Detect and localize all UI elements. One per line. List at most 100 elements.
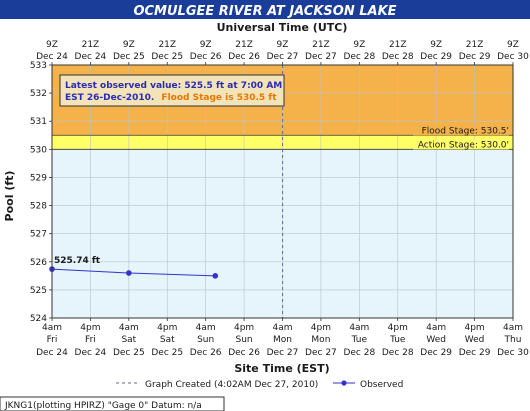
top-tick-time-9: 21Z (389, 40, 407, 50)
stage-label-0: Flood Stage: 530.5' (422, 126, 509, 136)
y-tick-label-2: 526 (30, 258, 47, 268)
bottom-tick-day-7: Mon (311, 335, 330, 345)
bottom-tick-time-1: 4pm (80, 323, 100, 333)
top-tick-time-12: 9Z (507, 40, 519, 50)
legend: Graph Created (4:02AM Dec 27, 2010) Obse… (116, 380, 403, 390)
bottom-tick-day-9: Tue (389, 335, 406, 345)
top-tick-date-12: Dec 30 (497, 52, 529, 62)
top-tick-time-3: 21Z (158, 40, 176, 50)
y-axis-label: Pool (ft) (3, 171, 16, 222)
bottom-tick-date-0: Dec 24 (36, 348, 68, 358)
top-tick-date-3: Dec 25 (151, 52, 183, 62)
bottom-tick-date-11: Dec 29 (459, 348, 491, 358)
bottom-tick-time-8: 4am (349, 323, 369, 333)
x-axis-label: Site Time (EST) (234, 362, 329, 375)
bottom-tick-day-2: Sat (121, 335, 136, 345)
bottom-tick-date-1: Dec 24 (75, 348, 107, 358)
bottom-tick-time-10: 4am (426, 323, 446, 333)
bottom-tick-time-6: 4am (272, 323, 292, 333)
top-tick-date-5: Dec 26 (228, 52, 260, 62)
bottom-tick-date-2: Dec 25 (113, 348, 145, 358)
top-tick-time-0: 9Z (46, 40, 58, 50)
top-tick-date-0: Dec 24 (36, 52, 68, 62)
y-tick-label-3: 527 (30, 230, 47, 240)
top-tick-time-5: 21Z (235, 40, 253, 50)
bottom-tick-date-7: Dec 27 (305, 348, 337, 358)
bottom-tick-day-4: Sun (197, 335, 214, 345)
bottom-tick-day-3: Sat (160, 335, 175, 345)
info-box-line2: EST 26-Dec-2010. Flood Stage is 530.5 ft (65, 93, 277, 103)
bottom-tick-time-4: 4am (196, 323, 216, 333)
first-point-label: 525.74 ft (54, 256, 101, 266)
top-ticks: 9Z Dec 24 21Z Dec 24 9Z Dec 25 21Z Dec 25 9Z Dec … (36, 40, 529, 65)
top-tick-time-4: 9Z (200, 40, 212, 50)
y-tick-label-5: 529 (30, 173, 47, 183)
bottom-tick-date-9: Dec 28 (382, 348, 414, 358)
y-tick-label-7: 531 (30, 117, 47, 127)
top-tick-time-11: 21Z (466, 40, 484, 50)
top-tick-date-6: Dec 27 (267, 52, 299, 62)
title-bar (0, 0, 530, 19)
top-tick-time-7: 21Z (312, 40, 330, 50)
latest-observed-box: Latest observed value: 525.5 ft at 7:00 … (59, 74, 285, 107)
y-tick-label-4: 528 (30, 202, 47, 212)
info-box-line1: Latest observed value: 525.5 ft at 7:00 … (65, 81, 282, 91)
bottom-tick-day-6: Mon (273, 335, 292, 345)
bottom-tick-date-12: Dec 30 (497, 348, 529, 358)
info-box-frame (59, 74, 285, 107)
y-tick-label-6: 530 (30, 145, 47, 155)
bottom-tick-date-4: Dec 26 (190, 348, 222, 358)
top-tick-date-1: Dec 24 (75, 52, 107, 62)
bottom-tick-day-1: Fri (85, 335, 96, 345)
bottom-tick-time-3: 4pm (157, 323, 177, 333)
bottom-tick-day-8: Tue (351, 335, 368, 345)
bottom-tick-date-10: Dec 29 (420, 348, 452, 358)
bottom-tick-time-0: 4am (42, 323, 62, 333)
bottom-tick-time-11: 4pm (464, 323, 484, 333)
observed-point-2 (212, 273, 219, 279)
stage-label-bg-0 (413, 125, 509, 136)
legend-observed-marker (341, 380, 347, 386)
bottom-tick-day-10: Wed (426, 335, 446, 345)
top-tick-time-6: 9Z (277, 40, 289, 50)
y-tick-label-0: 524 (30, 314, 47, 324)
info-box-flood-stage: Flood Stage is 530.5 ft (161, 93, 277, 103)
top-tick-date-9: Dec 28 (382, 52, 414, 62)
bottom-tick-date-3: Dec 25 (151, 348, 183, 358)
top-tick-time-1: 21Z (82, 40, 100, 50)
y-tick-label-8: 532 (30, 89, 47, 99)
bottom-ticks: 4am Fri Dec 24 4pm Fri Dec 24 4am Sat Dec 25 4pm S… (36, 318, 529, 358)
bottom-tick-day-5: Sun (236, 335, 253, 345)
bottom-tick-date-6: Dec 27 (267, 348, 299, 358)
top-tick-date-4: Dec 26 (190, 52, 222, 62)
top-tick-date-7: Dec 27 (305, 52, 337, 62)
bottom-tick-time-12: 4am (503, 323, 523, 333)
y-tick-label-1: 525 (30, 286, 47, 296)
y-tick-label-9: 533 (30, 61, 47, 71)
bottom-tick-time-2: 4am (119, 323, 139, 333)
bottom-tick-date-5: Dec 26 (228, 348, 260, 358)
top-tick-date-11: Dec 29 (459, 52, 491, 62)
top-tick-time-8: 9Z (353, 40, 365, 50)
legend-graph-created-label: Graph Created (4:02AM Dec 27, 2010) (145, 380, 318, 390)
legend-observed-label: Observed (360, 380, 403, 390)
top-tick-date-10: Dec 29 (420, 52, 452, 62)
y-axis: 524 525 526 527 528 529 530 531 532 533 (30, 61, 52, 324)
plot-frame (51, 64, 514, 319)
chart-title: OCMULGEE RIVER AT JACKSON LAKE (133, 4, 396, 19)
info-box-date: EST 26-Dec-2010. (65, 93, 154, 103)
observed-point-1 (126, 270, 132, 276)
bottom-tick-time-5: 4pm (234, 323, 254, 333)
bottom-tick-day-0: Fri (47, 335, 58, 345)
top-axis-label: Universal Time (UTC) (217, 21, 348, 34)
top-tick-time-10: 9Z (430, 40, 442, 50)
bottom-tick-time-9: 4pm (388, 323, 408, 333)
bottom-tick-time-7: 4pm (311, 323, 331, 333)
footer-box (0, 396, 225, 411)
stage-label-bg-1 (413, 139, 509, 150)
bottom-tick-day-12: Thu (504, 335, 522, 345)
footer-text: JKNG1(plotting HPIRZ) "Gage 0" Datum: n/… (4, 401, 202, 411)
bottom-tick-day-11: Wed (465, 335, 485, 345)
top-tick-date-8: Dec 28 (343, 52, 375, 62)
